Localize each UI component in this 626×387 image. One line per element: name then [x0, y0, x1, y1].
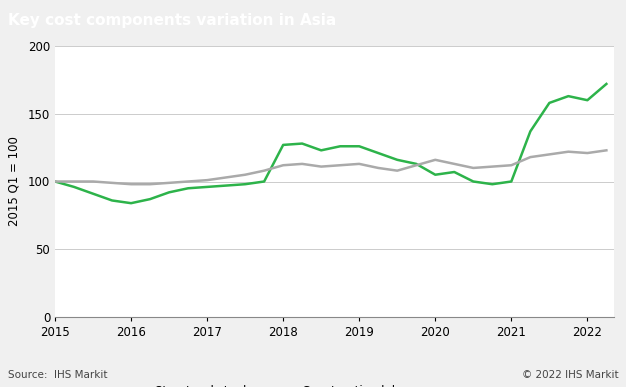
Construction labor	[299, 161, 306, 166]
Structural steel	[146, 197, 154, 202]
Structural steel	[242, 182, 249, 187]
Line: Structural steel: Structural steel	[55, 84, 607, 203]
Y-axis label: 2015 Q1 = 100: 2015 Q1 = 100	[8, 137, 21, 226]
Construction labor	[508, 163, 515, 168]
Structural steel	[70, 185, 78, 189]
Structural steel	[394, 158, 401, 162]
Structural steel	[546, 101, 553, 105]
Construction labor	[70, 179, 78, 184]
Structural steel	[165, 190, 173, 195]
Line: Construction labor: Construction labor	[55, 150, 607, 184]
Construction labor	[565, 149, 572, 154]
Structural steel	[260, 179, 268, 184]
Structural steel	[583, 98, 591, 103]
Construction labor	[546, 152, 553, 157]
Construction labor	[222, 175, 230, 180]
Construction labor	[90, 179, 97, 184]
Structural steel	[603, 82, 610, 86]
Construction labor	[356, 161, 363, 166]
Construction labor	[470, 166, 477, 170]
Legend: Structural steel, Construction labor: Structural steel, Construction labor	[119, 380, 416, 387]
Structural steel	[222, 183, 230, 188]
Text: © 2022 IHS Markit: © 2022 IHS Markit	[522, 370, 618, 380]
Structural steel	[526, 129, 534, 134]
Structural steel	[203, 185, 211, 189]
Construction labor	[203, 178, 211, 182]
Construction labor	[108, 180, 116, 185]
Construction labor	[279, 163, 287, 168]
Structural steel	[336, 144, 344, 149]
Structural steel	[508, 179, 515, 184]
Structural steel	[299, 141, 306, 146]
Construction labor	[583, 151, 591, 155]
Structural steel	[374, 151, 382, 155]
Text: Source:  IHS Markit: Source: IHS Markit	[8, 370, 107, 380]
Construction labor	[431, 158, 439, 162]
Construction labor	[165, 180, 173, 185]
Structural steel	[413, 161, 420, 166]
Structural steel	[51, 179, 59, 184]
Construction labor	[127, 182, 135, 187]
Structural steel	[279, 142, 287, 147]
Construction labor	[146, 182, 154, 187]
Structural steel	[565, 94, 572, 98]
Construction labor	[488, 164, 496, 169]
Construction labor	[526, 155, 534, 159]
Structural steel	[184, 186, 192, 190]
Construction labor	[336, 163, 344, 168]
Structural steel	[488, 182, 496, 187]
Construction labor	[260, 168, 268, 173]
Structural steel	[127, 201, 135, 205]
Construction labor	[184, 179, 192, 184]
Structural steel	[451, 170, 458, 174]
Structural steel	[356, 144, 363, 149]
Construction labor	[374, 166, 382, 170]
Construction labor	[317, 164, 325, 169]
Construction labor	[242, 172, 249, 177]
Construction labor	[603, 148, 610, 152]
Structural steel	[431, 172, 439, 177]
Construction labor	[413, 163, 420, 168]
Construction labor	[394, 168, 401, 173]
Structural steel	[90, 192, 97, 196]
Structural steel	[317, 148, 325, 152]
Text: Key cost components variation in Asia: Key cost components variation in Asia	[8, 14, 336, 28]
Construction labor	[451, 161, 458, 166]
Structural steel	[470, 179, 477, 184]
Construction labor	[51, 179, 59, 184]
Structural steel	[108, 198, 116, 203]
